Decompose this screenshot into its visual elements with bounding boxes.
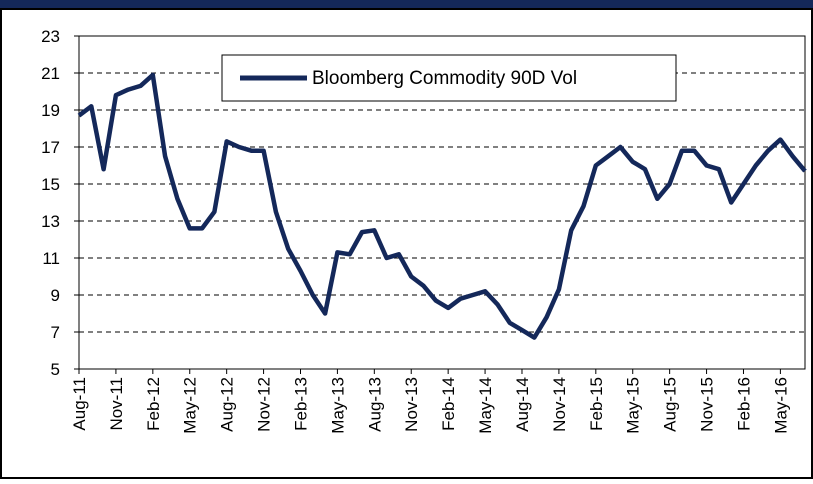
x-tick-label: Nov-13 <box>402 377 421 432</box>
plot-border <box>78 35 806 370</box>
x-tick-label: May-16 <box>771 377 790 434</box>
y-tick-label: 5 <box>51 360 60 379</box>
x-tick-label: Nov-11 <box>107 377 126 431</box>
x-tick-label: Aug-12 <box>218 377 237 432</box>
x-tick-label: Nov-12 <box>255 377 274 432</box>
y-tick-label: 19 <box>41 101 60 120</box>
x-tick-label: Aug-13 <box>365 377 384 432</box>
x-tick-label: Feb-14 <box>439 377 458 431</box>
y-tick-label: 9 <box>51 286 60 305</box>
x-tick-label: Aug-15 <box>661 377 680 432</box>
x-tick-label: May-13 <box>328 377 347 434</box>
y-tick-label: 17 <box>41 138 60 157</box>
series-line <box>77 72 807 340</box>
x-tick-label: Feb-15 <box>587 377 606 431</box>
x-tick-label: May-12 <box>181 377 200 434</box>
x-tick-label: Feb-12 <box>144 377 163 431</box>
legend-label: Bloomberg Commodity 90D Vol <box>312 68 577 89</box>
y-tick-label: 21 <box>41 64 60 83</box>
x-tick-label: Nov-15 <box>698 377 717 432</box>
y-tick-label: 13 <box>41 212 60 231</box>
y-tick-label: 11 <box>42 249 60 268</box>
header-bar <box>0 0 813 9</box>
x-tick-label: Aug-11 <box>70 377 89 431</box>
x-tick-label: May-15 <box>624 377 643 434</box>
x-tick-label: Aug-14 <box>513 377 532 432</box>
y-tick-label: 7 <box>51 323 60 342</box>
y-tick-label: 15 <box>41 175 60 194</box>
x-tick-label: Feb-16 <box>734 377 753 431</box>
x-tick-label: Feb-13 <box>291 377 310 431</box>
x-tick-label: May-14 <box>476 377 495 434</box>
y-tick-label: 23 <box>41 27 60 46</box>
x-tick-label: Nov-14 <box>550 377 569 432</box>
frame <box>0 8 813 479</box>
